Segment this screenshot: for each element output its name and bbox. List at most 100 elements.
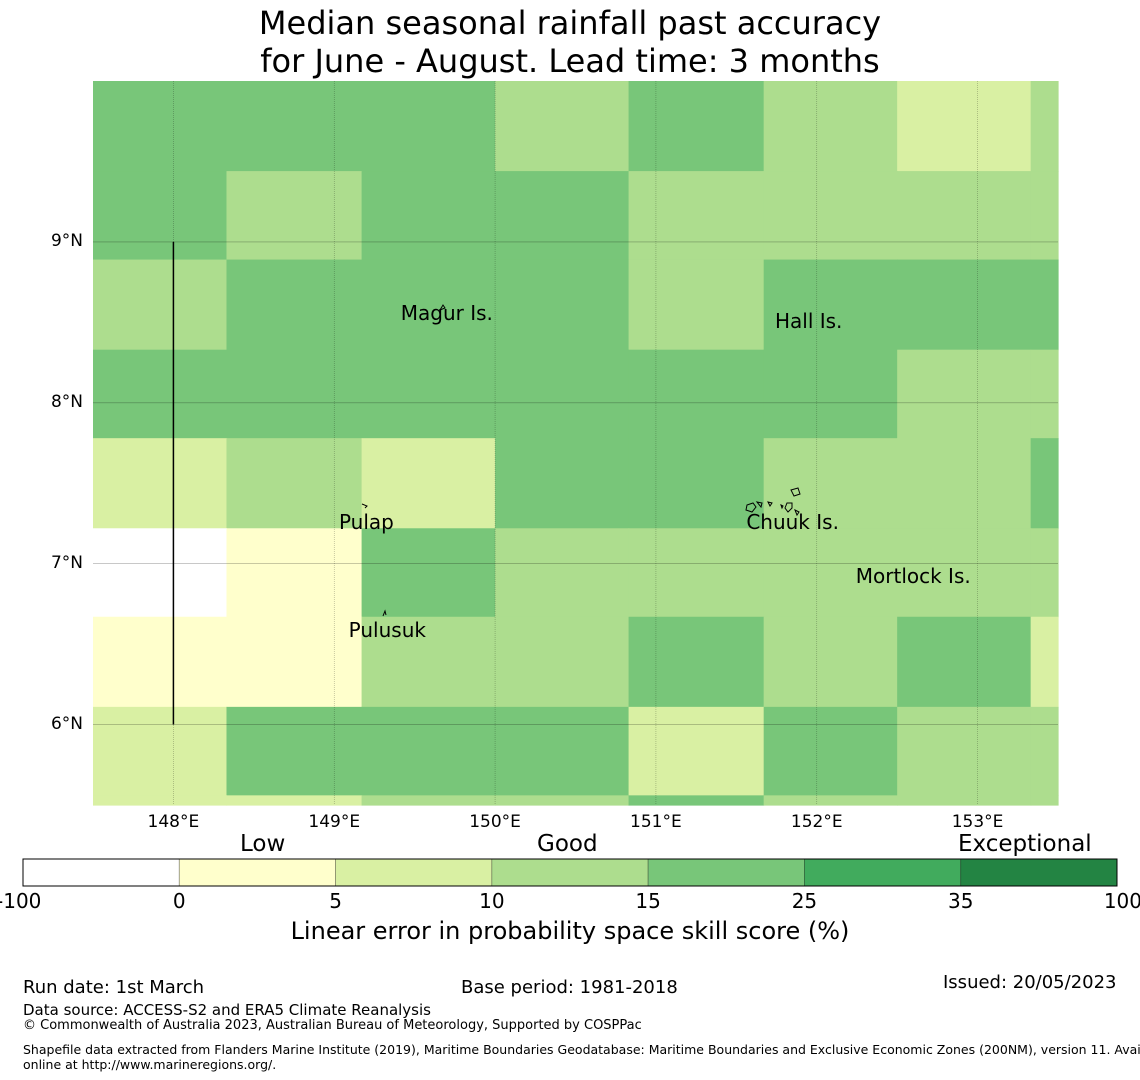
colorbar-swatch — [491, 858, 649, 887]
grid-cell — [628, 706, 765, 796]
grid-cell — [495, 795, 630, 806]
grid-cell — [93, 171, 228, 261]
magur-island-outline — [438, 304, 446, 312]
colorbar-swatch — [960, 858, 1118, 887]
longitude-label: 151°E — [630, 812, 682, 832]
grid-cell — [897, 81, 1032, 172]
graticule — [93, 81, 1058, 805]
longitude-label: 153°E — [951, 812, 1004, 832]
data-source: Data source: ACCESS-S2 and ERA5 Climate … — [23, 1001, 431, 1019]
latitude-label: 6°N — [50, 713, 83, 734]
grid-cell — [226, 706, 363, 796]
grid-cell — [897, 259, 1032, 351]
colorbar-title: Linear error in probability space skill … — [290, 917, 850, 945]
chuuk-lagoon-outline — [745, 487, 801, 517]
grid-cell — [495, 706, 630, 796]
category-low-label: Low — [240, 831, 286, 857]
colorbar-swatch — [22, 858, 180, 887]
grid-cell — [763, 528, 898, 618]
grid-cell — [226, 81, 363, 172]
issued-date: Issued: 20/05/2023 — [943, 972, 1117, 993]
colorbar-tick-label: 5 — [329, 889, 342, 913]
grid-cell — [763, 171, 898, 261]
category-good-label: Good — [537, 831, 598, 857]
colorbar-tick-label: -100 — [0, 889, 42, 913]
grid-cell — [628, 438, 765, 529]
grid-cell — [361, 438, 496, 529]
grid-cell — [628, 171, 765, 261]
map-title: Median seasonal rainfall past accuracy f… — [0, 4, 1140, 80]
title-line-1: Median seasonal rainfall past accuracy — [258, 4, 882, 42]
grid-cell — [897, 171, 1032, 261]
run-date: Run date: 1st March — [23, 977, 205, 998]
grid-cell — [495, 438, 630, 529]
grid-cell — [361, 81, 496, 172]
grid-cell — [763, 616, 898, 708]
grid-cell — [226, 438, 363, 529]
place-label: Magur Is. — [400, 301, 493, 326]
longitude-label: 149°E — [308, 812, 361, 832]
colorbar-swatch — [335, 858, 493, 887]
grid-cell — [93, 795, 228, 806]
latitude-label: 9°N — [50, 230, 83, 251]
grid-cell — [361, 616, 496, 708]
grid-cell — [361, 795, 496, 806]
pulusuk-island-outline — [382, 609, 387, 617]
grid-cell — [226, 616, 363, 708]
grid-cell — [93, 81, 228, 172]
colorbar — [22, 858, 1118, 887]
grid-cell — [1030, 616, 1059, 708]
grid-cell — [628, 259, 765, 351]
colorbar-swatch — [647, 858, 805, 887]
grid-cell — [226, 795, 363, 806]
grid-cell — [763, 349, 898, 439]
colorbar-outline — [22, 858, 1118, 887]
grid-cell — [361, 349, 496, 439]
grid-cell — [897, 349, 1032, 439]
grid-cell — [495, 528, 630, 618]
grid-cell — [897, 795, 1032, 806]
grid-cell — [495, 81, 630, 172]
grid-cell — [628, 81, 765, 172]
grid-cell — [226, 259, 363, 351]
latitude-label: 8°N — [50, 391, 83, 412]
grid-cell — [1030, 81, 1059, 172]
grid-cell — [495, 616, 630, 708]
pulap-island-outline — [361, 503, 368, 509]
place-label: Chuuk Is. — [746, 510, 839, 535]
title-line-2: for June - August. Lead time: 3 months — [260, 42, 880, 80]
colorbar-tick-label: 0 — [172, 889, 186, 913]
grid-cell — [93, 528, 228, 618]
grid-cell — [628, 795, 765, 806]
place-label: Pulap — [338, 510, 394, 535]
grid-cell — [1030, 259, 1059, 351]
longitude-label: 152°E — [790, 812, 843, 832]
grid-cell — [1030, 795, 1059, 806]
latitude-label: 7°N — [50, 552, 83, 573]
grid-cell — [628, 528, 765, 618]
grid-cell — [226, 349, 363, 439]
colorbar-swatch — [178, 858, 336, 887]
shapefile-credit-line-2: online at http://www.marineregions.org/. — [23, 1057, 277, 1072]
longitude-label: 148°E — [147, 812, 200, 832]
longitude-label: 150°E — [469, 812, 521, 832]
grid-cell — [93, 706, 228, 796]
grid-cell — [1030, 171, 1059, 261]
grid-cell — [1030, 706, 1059, 796]
grid-cell — [628, 616, 765, 708]
grid-cell — [628, 349, 765, 439]
grid-cell — [361, 171, 496, 261]
colorbar-tick-label: 15 — [635, 889, 661, 913]
copyright-notice: © Commonwealth of Australia 2023, Austra… — [23, 1018, 642, 1033]
grid-cell — [361, 259, 496, 351]
grid-cell — [897, 528, 1032, 618]
colorbar-tick-label: 10 — [479, 889, 505, 913]
island-outlines — [361, 304, 801, 617]
grid-cell — [93, 349, 228, 439]
map-canvas[interactable] — [0, 0, 1140, 900]
grid-cell — [93, 438, 228, 529]
grid-cell — [226, 171, 363, 261]
colorbar-tick-label: 35 — [947, 889, 974, 913]
grid-cell — [763, 259, 898, 351]
colorbar-swatches — [22, 858, 1118, 887]
